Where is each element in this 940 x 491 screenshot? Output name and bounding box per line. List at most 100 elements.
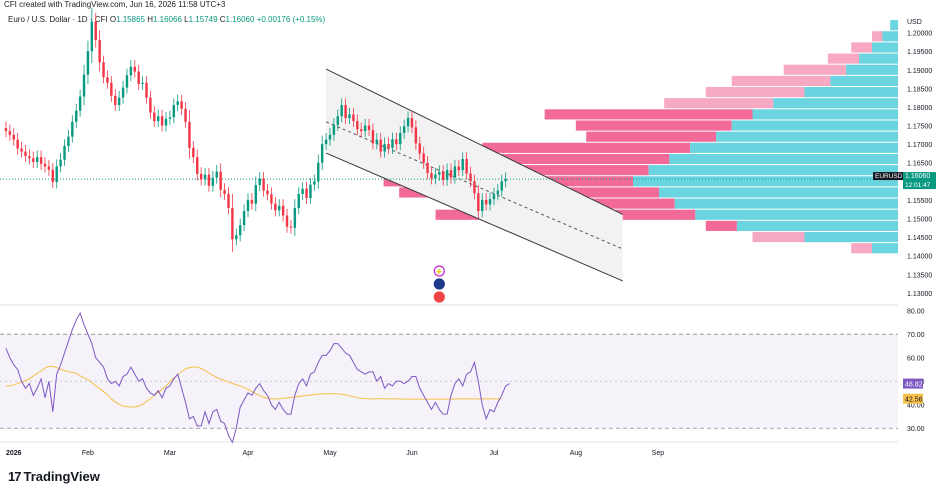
candle-body (395, 139, 398, 145)
volume-profile-up-bar (752, 109, 898, 120)
candle-body (188, 121, 191, 148)
volume-profile-down-bar (851, 243, 873, 254)
candle-body (324, 139, 328, 145)
candle-body (114, 95, 117, 106)
candle-body (285, 215, 289, 227)
time-tick-label: Mar (164, 450, 177, 457)
candle-body (359, 129, 363, 132)
candle-body (110, 82, 113, 96)
candle-body (246, 199, 250, 212)
candle-body (465, 159, 468, 174)
volume-profile-down-bar (705, 87, 805, 98)
rsi-value-tag-box (903, 378, 923, 389)
time-tick-label: Jun (406, 450, 417, 457)
rsi-tick-label: 60.00 (907, 356, 925, 363)
candle-body (320, 144, 324, 163)
volume-profile-up-bar (716, 131, 898, 142)
volume-profile-down-bar (872, 31, 883, 42)
price-tick-label: 1.19000 (907, 68, 932, 75)
volume-profile-up-bar (890, 20, 898, 31)
candle-body (82, 74, 86, 97)
candle-body (371, 130, 375, 144)
tradingview-logo[interactable]: 17 TradingView (8, 469, 100, 484)
candle-body (449, 170, 453, 178)
volume-profile-up-bar (658, 187, 898, 198)
price-tick-label: 1.13500 (907, 272, 932, 279)
lightning-event-icon-glyph: ⚡ (435, 267, 444, 276)
volume-profile-down-bar (664, 98, 774, 109)
us-flag-icon (433, 291, 445, 303)
candle-body (410, 118, 414, 128)
volume-profile-up-bar (859, 53, 898, 64)
candle-body (352, 114, 355, 122)
candle-body (422, 153, 425, 163)
candle-body (387, 144, 390, 148)
candle-body (266, 190, 269, 195)
volume-profile-up-bar (872, 243, 898, 254)
symbol-tag: EURUSD (875, 173, 903, 180)
candle-body (375, 139, 379, 144)
candle-body (184, 108, 187, 122)
candle-body (363, 125, 367, 132)
candle-body (278, 205, 281, 211)
currency-label: USD (907, 19, 922, 26)
candle-body (203, 174, 207, 180)
candle-body (59, 159, 62, 167)
open-label: O (109, 15, 117, 24)
rsi-tick-label: 70.00 (907, 332, 925, 339)
candle-body (172, 105, 176, 118)
candle-body (153, 112, 156, 122)
candle-body (47, 166, 51, 170)
change-value: +0.00176 (+0.15%) (256, 15, 326, 24)
last-price-tag: 1.16060 (905, 173, 930, 180)
candle-body (438, 172, 441, 175)
candle-body (16, 139, 19, 149)
candle-body (78, 96, 82, 111)
volume-profile-up-bar (736, 220, 898, 231)
candle-body (4, 128, 8, 132)
volume-profile-up-bar (882, 31, 898, 42)
price-tick-label: 1.18000 (907, 105, 932, 112)
candle-body (418, 143, 421, 154)
candle-body (63, 145, 66, 160)
volume-profile-up-bar (872, 42, 898, 53)
price-tick-label: 1.16500 (907, 161, 932, 168)
candle-body (90, 21, 94, 52)
candle-body (67, 136, 70, 146)
candle-body (441, 172, 445, 180)
volume-profile-down-bar (482, 142, 691, 153)
volume-profile-up-bar (695, 209, 898, 220)
candle-body (235, 235, 238, 240)
volume-profile-down-bar (586, 131, 717, 142)
candle-body (20, 148, 23, 152)
rsi-ma-value-tag-box (903, 393, 923, 404)
channel-upper-line (325, 68, 623, 215)
candle-body (430, 173, 433, 179)
candle-body (51, 169, 55, 183)
candle-body (28, 156, 31, 159)
rsi-tick-label: 40.00 (907, 403, 925, 410)
candle-body (43, 163, 47, 167)
candle-body (496, 190, 500, 195)
candle-body (453, 166, 457, 178)
candle-body (445, 170, 449, 180)
volume-profile-down-bar (752, 232, 805, 243)
price-tick-label: 1.19500 (907, 49, 932, 56)
candle-body (227, 193, 230, 209)
candle-body (121, 87, 125, 98)
candle-body (12, 134, 15, 140)
lightning-event-icon (433, 265, 445, 277)
price-tick-label: 1.13000 (907, 291, 932, 298)
symbol-name[interactable]: Euro / U.S. Dollar · 1D · CFI (8, 15, 108, 24)
volume-profile-up-bar (804, 232, 898, 243)
candle-body (137, 71, 140, 84)
candle-body (254, 185, 258, 204)
candle-body (293, 208, 297, 228)
channel-lower-line (325, 152, 623, 282)
ohlc-legend: Euro / U.S. Dollar · 1D · CFI O1.15865 H… (8, 15, 325, 25)
volume-profile-down-bar (705, 220, 737, 231)
rsi-value-tag: 48.82 (905, 382, 923, 389)
candle-body (367, 125, 371, 130)
candle-body (32, 158, 35, 162)
